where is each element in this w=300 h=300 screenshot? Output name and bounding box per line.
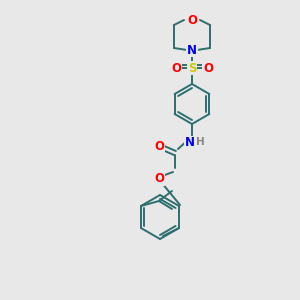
- Text: O: O: [187, 14, 197, 26]
- Text: O: O: [154, 172, 164, 185]
- Text: O: O: [203, 61, 213, 74]
- Text: O: O: [154, 140, 164, 154]
- Text: S: S: [188, 61, 196, 74]
- Text: N: N: [185, 136, 195, 149]
- Text: H: H: [196, 137, 204, 147]
- Text: N: N: [187, 44, 197, 56]
- Text: O: O: [171, 61, 181, 74]
